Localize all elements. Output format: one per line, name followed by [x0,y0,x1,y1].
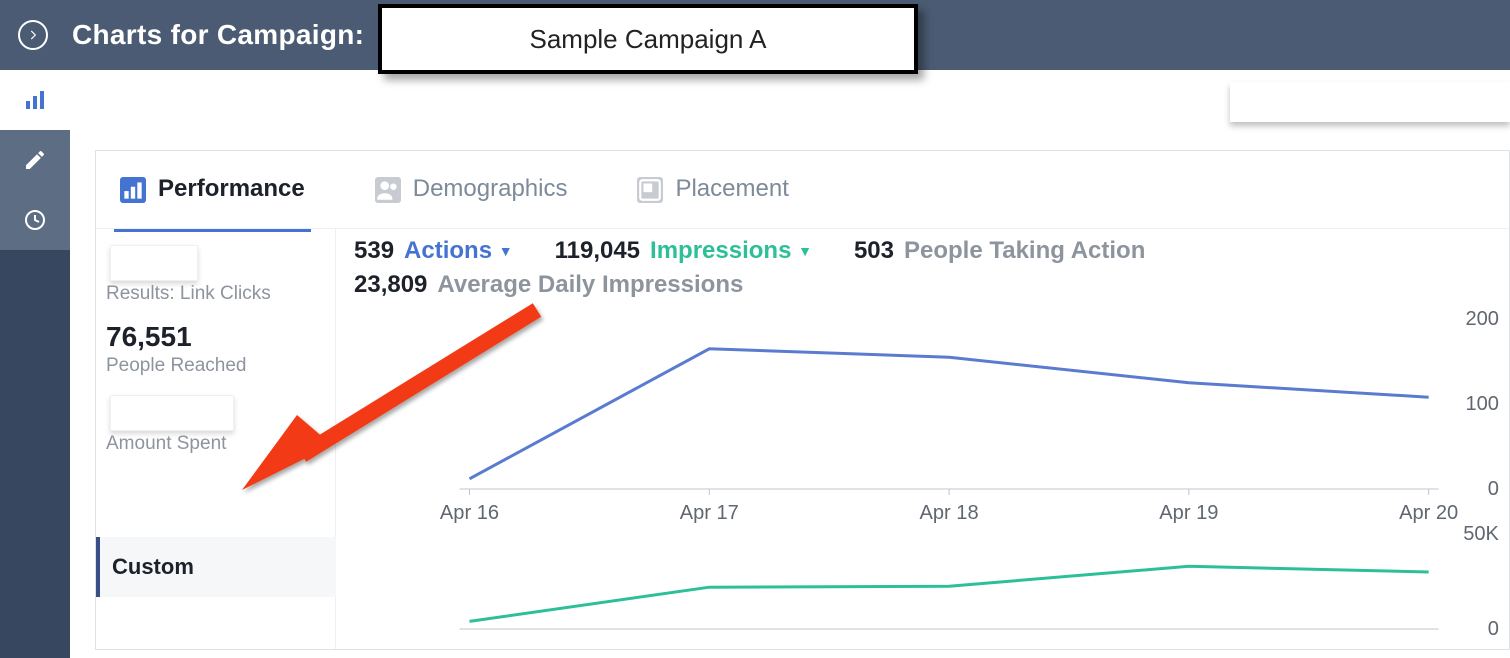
main-area: Performance Demographics Placement [70,70,1510,658]
page-title: Charts for Campaign: [72,19,364,51]
svg-text:Apr 19: Apr 19 [1159,502,1218,524]
svg-text:Apr 16: Apr 16 [440,502,499,524]
svg-text:Apr 18: Apr 18 [919,502,978,524]
amount-spent-label: Amount Spent [106,433,325,455]
tab-label: Performance [158,175,305,203]
rail-history-icon[interactable] [0,190,70,250]
people-reached-label: People Reached [106,355,325,377]
svg-text:Apr 20: Apr 20 [1399,502,1458,524]
svg-text:0: 0 [1488,478,1499,500]
rail-edit-icon[interactable] [0,130,70,190]
results-label: Results: Link Clicks [106,283,325,305]
campaign-name: Sample Campaign A [529,24,766,55]
charts-card: Performance Demographics Placement [95,150,1510,650]
metrics-column: Results: Link Clicks 76,551 People Reach… [96,229,336,649]
results-value-placeholder [110,245,198,281]
bar-chart-icon [120,177,146,203]
actions-value: 539 [354,237,394,265]
tab-placement[interactable]: Placement [637,176,788,204]
custom-row[interactable]: Custom [96,537,336,597]
card-body: Results: Link Clicks 76,551 People Reach… [96,229,1509,649]
avg-daily-value: 23,809 [354,271,427,299]
actions-dropdown[interactable]: Actions ▼ [404,237,513,265]
right-top-box [1230,82,1510,122]
chevron-down-icon: ▼ [798,243,812,259]
left-rail [0,70,70,658]
custom-label: Custom [112,554,194,580]
tab-label: Demographics [413,175,568,203]
people-icon [375,177,401,203]
avg-daily-label: Average Daily Impressions [437,271,743,299]
tab-label: Placement [675,175,788,203]
tab-demographics[interactable]: Demographics [375,176,568,204]
impressions-value: 119,045 [555,237,640,265]
svg-text:50K: 50K [1463,523,1499,545]
amount-spent-value-placeholder [110,395,234,431]
svg-text:0: 0 [1488,618,1499,640]
campaign-name-callout: Sample Campaign A [378,4,918,74]
tabs-row: Performance Demographics Placement [96,151,1509,229]
svg-text:Apr 17: Apr 17 [680,502,739,524]
chart-area: 539 Actions ▼ 119,045 Impressions ▼ 503 [336,229,1509,649]
chevron-down-icon: ▼ [499,243,513,259]
svg-text:200: 200 [1465,309,1498,330]
stat-row: 539 Actions ▼ 119,045 Impressions ▼ 503 [336,229,1509,299]
tab-performance[interactable]: Performance [120,176,305,204]
rail-charts-icon[interactable] [0,70,70,130]
placement-icon [637,177,663,203]
impressions-dropdown[interactable]: Impressions ▼ [650,237,812,265]
people-taking-action-value: 503 [854,237,894,265]
expand-arrow-icon[interactable] [18,20,48,50]
line-chart: 0 100 200 Apr 16 Apr 17 Apr 18 Apr 19 Apr 20 0 50… [354,309,1509,649]
people-taking-action-label: People Taking Action [904,237,1145,265]
svg-text:100: 100 [1465,393,1498,415]
people-reached-value: 76,551 [106,321,325,353]
